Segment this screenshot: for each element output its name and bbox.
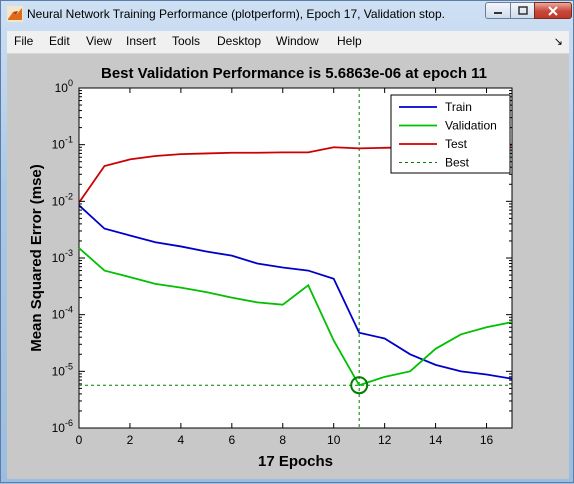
legend-label-test: Test xyxy=(445,137,468,151)
menu-file[interactable]: File xyxy=(14,34,34,48)
legend-box xyxy=(390,94,511,174)
series-line-validation xyxy=(78,247,513,387)
x-axis-label: 17 Epochs xyxy=(258,453,333,470)
best-point-marker xyxy=(350,376,369,395)
performance-chart: Best Validation Performance is 5.6863e-0… xyxy=(28,65,513,470)
x-tick-label: 6 xyxy=(228,433,235,447)
menu-desktop[interactable]: Desktop xyxy=(217,34,262,48)
dock-arrow-icon[interactable]: ↘ xyxy=(553,36,563,48)
minimize-button[interactable] xyxy=(485,2,511,19)
close-button[interactable] xyxy=(534,2,572,19)
x-tick-label: 4 xyxy=(178,433,185,447)
matlab-icon xyxy=(7,6,23,22)
y-tick-label: 10-5 xyxy=(52,361,73,378)
legend-label-validation: Validation xyxy=(445,119,497,133)
x-tick-label: 14 xyxy=(429,433,443,447)
legend: Train Validation Test Best xyxy=(390,94,511,174)
x-tick-label: 16 xyxy=(480,433,494,447)
menu-help[interactable]: Help xyxy=(337,34,362,48)
figure-canvas: Best Validation Performance is 5.6863e-0… xyxy=(7,54,569,479)
minimize-icon xyxy=(494,11,502,14)
window-title: Neural Network Training Performance (plo… xyxy=(27,7,445,21)
y-tick-label: 10-3 xyxy=(52,248,73,265)
maximize-button[interactable] xyxy=(510,2,535,19)
x-tick-label: 0 xyxy=(76,433,83,447)
x-tick-label: 8 xyxy=(279,433,286,447)
menu-view[interactable]: View xyxy=(86,34,112,48)
maximize-icon xyxy=(517,5,528,15)
menu-bar: File Edit View Insert Tools Desktop Wind… xyxy=(7,31,569,54)
close-icon xyxy=(548,5,558,16)
x-tick-label: 12 xyxy=(378,433,392,447)
y-tick-label: 10-6 xyxy=(52,418,73,435)
y-axis-label: Mean Squared Error (mse) xyxy=(28,164,45,352)
menu-tools[interactable]: Tools xyxy=(172,34,201,48)
y-tick-label: 10-4 xyxy=(52,305,73,322)
x-tick-label: 2 xyxy=(127,433,134,447)
menu-window[interactable]: Window xyxy=(276,34,319,48)
y-tick-label: 10-1 xyxy=(52,135,73,152)
title-bar[interactable]: Neural Network Training Performance (plo… xyxy=(1,1,573,29)
menu-insert[interactable]: Insert xyxy=(126,34,157,48)
x-tick-label: 10 xyxy=(327,433,341,447)
legend-label-best: Best xyxy=(445,156,470,170)
series-line-train xyxy=(78,204,513,380)
y-tick-label: 10-2 xyxy=(52,191,73,208)
menu-edit[interactable]: Edit xyxy=(49,34,70,48)
y-tick-label: 100 xyxy=(55,78,73,95)
legend-label-train: Train xyxy=(445,100,472,114)
chart-title: Best Validation Performance is 5.6863e-0… xyxy=(101,65,487,82)
